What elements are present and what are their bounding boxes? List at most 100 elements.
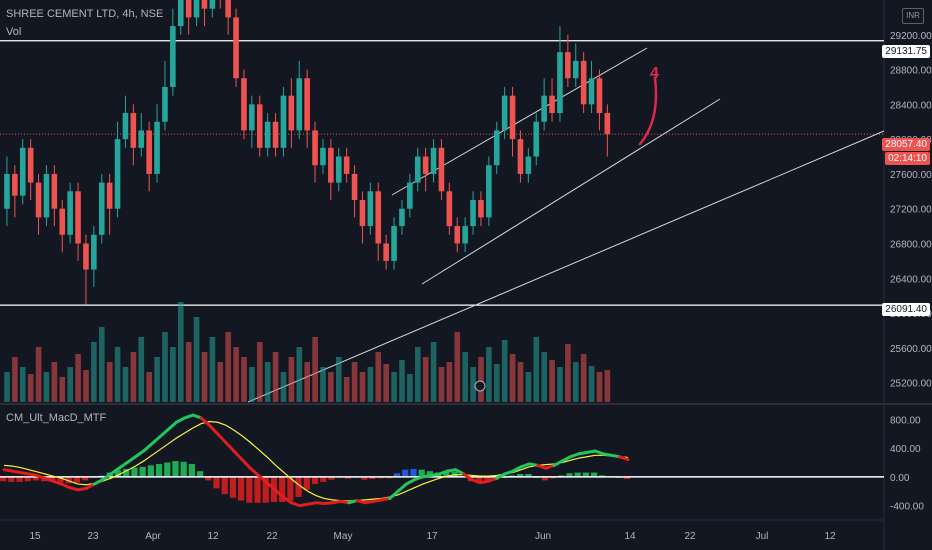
price-axis-tick: 27200.00 <box>890 205 932 216</box>
volume-bar <box>83 370 89 402</box>
time-axis-tick: 22 <box>266 531 278 542</box>
macd-histogram-bar <box>238 476 245 501</box>
volume-bar <box>35 347 42 402</box>
macd-line-segment <box>281 495 293 505</box>
macd-histogram-bar <box>188 463 195 477</box>
price-axis-tick: 26800.00 <box>890 239 932 250</box>
candle-body <box>486 165 492 218</box>
candle-body <box>525 156 532 174</box>
lower-level-price-tag: 26091.40 <box>882 303 930 316</box>
candle-body <box>296 78 303 131</box>
channel-lower-trendline <box>421 98 721 285</box>
annotation-label: 4 <box>650 65 659 82</box>
candle-body <box>264 121 271 148</box>
macd-histogram-bar <box>311 476 319 485</box>
candle-body <box>557 52 563 114</box>
candle-body <box>256 104 263 148</box>
macd-line-segment <box>265 481 277 492</box>
macd-histogram-bar <box>196 471 204 477</box>
currency-badge[interactable]: INR <box>902 8 924 24</box>
macd-histogram-bar <box>139 466 146 477</box>
symbol-title: SHREE CEMENT LTD, 4h, NSE <box>6 8 164 20</box>
candle-body <box>75 191 81 244</box>
candle-body <box>454 226 461 244</box>
volume-bar <box>312 337 318 402</box>
candle-body <box>375 191 382 244</box>
macd-line-segment <box>174 416 187 424</box>
macd-histogram-bar <box>65 476 72 484</box>
macd-line-segment <box>109 466 121 476</box>
volume-bar <box>351 362 358 402</box>
macd-line-segment <box>248 466 261 477</box>
candle-body <box>170 26 176 87</box>
macd-histogram-bar <box>57 476 64 483</box>
candle-body <box>162 86 168 122</box>
annotation-arrow: 4 <box>474 65 659 392</box>
macd-histogram-bar <box>180 461 187 477</box>
volume-bar <box>106 362 113 402</box>
candle-body <box>233 17 239 79</box>
macd-histogram-bar <box>24 476 31 482</box>
candle-body <box>35 182 42 218</box>
macd-axis-tick: -400.00 <box>890 502 924 513</box>
volume-bar <box>565 344 571 402</box>
macd-line-segment <box>224 440 236 453</box>
candle-body <box>335 156 342 183</box>
macd-histogram-bar <box>484 476 491 482</box>
macd-histogram-bar <box>443 471 450 477</box>
volume-bar <box>185 342 192 402</box>
volume-bar <box>91 342 97 402</box>
volume-label: Vol <box>6 26 22 38</box>
time-axis-tick: 15 <box>29 531 41 542</box>
volume-bar <box>170 347 176 402</box>
volume-bar <box>580 354 587 402</box>
volume-bar <box>154 357 160 402</box>
volume-bar <box>557 367 563 402</box>
macd-line-segment <box>166 420 178 431</box>
time-axis-tick: Jul <box>756 531 769 542</box>
macd-histogram-bar <box>418 469 425 477</box>
candle-body <box>272 121 279 148</box>
macd-histogram-bar <box>155 463 163 477</box>
macd-histogram-bar <box>476 476 483 484</box>
macd-line-segment <box>133 449 146 459</box>
candle-body <box>27 147 34 183</box>
volume-bar <box>296 347 303 402</box>
volume-bar <box>280 372 287 402</box>
macd-line-segment <box>257 473 269 485</box>
macd-histogram-bar <box>320 476 327 482</box>
candle-body <box>549 95 555 114</box>
candle-body <box>106 182 113 209</box>
macd-histogram-bar <box>517 474 524 477</box>
macd-line-segment <box>396 482 408 493</box>
macd-histogram-bar <box>123 468 130 477</box>
macd-histogram-bar <box>213 476 220 489</box>
candle-body <box>138 130 145 148</box>
macd-histogram-bar <box>32 476 40 481</box>
volume-bar <box>375 352 382 402</box>
macd-histogram-bar <box>623 476 630 480</box>
macd-histogram-bar <box>582 472 589 477</box>
volume-bar <box>509 354 516 402</box>
volume-bar <box>59 377 66 402</box>
macd-line-segment <box>495 472 507 480</box>
volume-bar <box>517 362 524 402</box>
trendlines <box>0 40 885 403</box>
macd-histogram-bar <box>525 474 532 477</box>
volume-bar <box>430 342 437 402</box>
candle-body <box>146 130 152 174</box>
volume-bar <box>99 327 105 402</box>
volume-bar <box>422 357 429 402</box>
volume-bar <box>67 367 73 402</box>
volume-bar <box>596 372 603 402</box>
candle-body <box>249 104 255 131</box>
macd-histogram-bar <box>402 469 409 477</box>
macd-histogram-bar <box>131 467 138 477</box>
candle-body <box>501 95 508 131</box>
macd-histogram-bar <box>73 476 81 483</box>
volume-bar <box>486 347 492 402</box>
macd-histogram-bar <box>303 476 310 490</box>
macd-histogram-bar <box>221 476 228 495</box>
macd-histogram-bar <box>164 462 171 477</box>
